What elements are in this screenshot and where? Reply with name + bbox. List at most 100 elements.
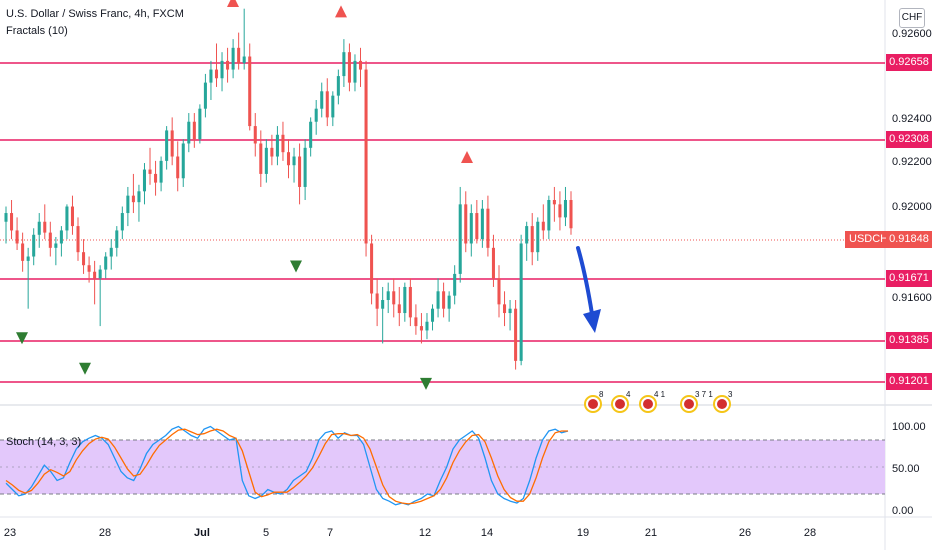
event-count-label: 4 1: [654, 390, 666, 399]
event-count-label: 4: [626, 390, 631, 399]
fractal-down-marker: [79, 362, 91, 375]
time-tick-label: 19: [577, 527, 589, 539]
candle-body: [364, 69, 368, 244]
fractal-up-marker: [335, 5, 347, 18]
candle-body: [15, 230, 19, 244]
candle-body: [198, 108, 202, 140]
event-flag-core: [643, 399, 653, 409]
candle-body: [358, 60, 363, 70]
candle-body: [259, 143, 263, 174]
candle-body: [469, 213, 473, 244]
candle-body: [165, 130, 169, 161]
candle-body: [298, 156, 302, 187]
price-tick-label: 0.91600: [892, 292, 932, 304]
price-tick-label: 0.92400: [892, 113, 932, 125]
event-count-label: 8: [599, 390, 604, 399]
candle-body: [508, 308, 512, 314]
forecast-arrow-line: [576, 246, 594, 316]
candle-body: [98, 269, 102, 279]
event-count-label: 3 7 1: [695, 390, 713, 399]
candle-body: [503, 304, 507, 314]
candle-body: [442, 291, 446, 309]
time-tick-label: 7: [327, 527, 333, 539]
candle-body: [425, 321, 429, 331]
time-tick-label: 28: [804, 527, 816, 539]
candle-body: [519, 243, 523, 361]
time-tick-label: 21: [645, 527, 657, 539]
fractal-down-marker: [420, 377, 432, 390]
level-price-tag: 0.91201: [886, 373, 932, 390]
candle-body: [76, 226, 80, 253]
candle-body: [419, 326, 423, 331]
time-tick-label: 5: [263, 527, 269, 539]
stoch-legend[interactable]: Stoch (14, 3, 3): [6, 436, 82, 448]
time-tick-label: 23: [4, 527, 16, 539]
candle-body: [253, 126, 257, 144]
candle-body: [270, 147, 274, 157]
candle-body: [563, 200, 567, 218]
candle-body: [552, 200, 556, 205]
symbol-tag: USDCHF: [845, 231, 899, 248]
candle-body: [281, 134, 285, 153]
candle-body: [93, 271, 97, 279]
candle-body: [192, 121, 196, 140]
candle-body: [176, 156, 180, 179]
candle-body: [26, 256, 30, 261]
event-flag-core: [588, 399, 598, 409]
candle-body: [220, 60, 224, 79]
candle-body: [187, 121, 191, 144]
candle-body: [70, 206, 74, 227]
candle-body: [331, 95, 335, 118]
candle-body: [242, 56, 246, 64]
candle-body: [181, 143, 185, 179]
time-tick-label: 26: [739, 527, 751, 539]
level-price-tag: 0.91385: [886, 332, 932, 349]
candle-body: [159, 160, 163, 183]
candle-body: [314, 108, 318, 122]
fractal-down-marker: [290, 260, 302, 273]
candle-body: [347, 52, 351, 83]
fractal-down-marker: [16, 332, 28, 345]
event-flag-core: [684, 399, 694, 409]
candle-body: [569, 200, 573, 229]
candle-body: [303, 147, 307, 187]
candle-body: [414, 317, 418, 327]
candle-body: [43, 221, 47, 233]
chart-title: U.S. Dollar / Swiss Franc, 4h, FXCM: [6, 8, 184, 20]
candle-body: [115, 230, 119, 248]
candle-body: [392, 291, 396, 305]
price-tick-label: 0.92600: [892, 28, 932, 40]
candle-body: [21, 243, 25, 261]
candle-body: [491, 247, 495, 279]
level-price-tag: 0.91671: [886, 270, 932, 287]
candle-body: [336, 76, 340, 96]
level-price-tag: 0.92308: [886, 131, 932, 148]
candle-body: [497, 278, 501, 305]
time-tick-label: 12: [419, 527, 431, 539]
candle-body: [154, 173, 158, 183]
candle-body: [386, 291, 390, 300]
candle-body: [214, 69, 219, 79]
candle-body: [558, 204, 562, 218]
candle-body: [370, 243, 374, 294]
fractal-up-marker: [461, 151, 473, 164]
candle-body: [275, 134, 279, 157]
candle-body: [547, 200, 551, 231]
candle-body: [525, 226, 529, 244]
candle-body: [48, 232, 52, 248]
candle-body: [475, 213, 479, 240]
fractals-legend[interactable]: Fractals (10): [6, 25, 68, 37]
candle-body: [59, 230, 63, 244]
candle-body: [325, 91, 329, 118]
currency-button[interactable]: CHF: [899, 8, 925, 28]
candle-body: [226, 60, 230, 70]
candle-body: [292, 156, 296, 166]
candle-body: [264, 147, 268, 174]
candle-body: [486, 208, 490, 248]
candle-body: [430, 308, 435, 322]
candle-body: [104, 256, 108, 270]
candle-body: [32, 234, 36, 257]
event-flag-core: [717, 399, 727, 409]
